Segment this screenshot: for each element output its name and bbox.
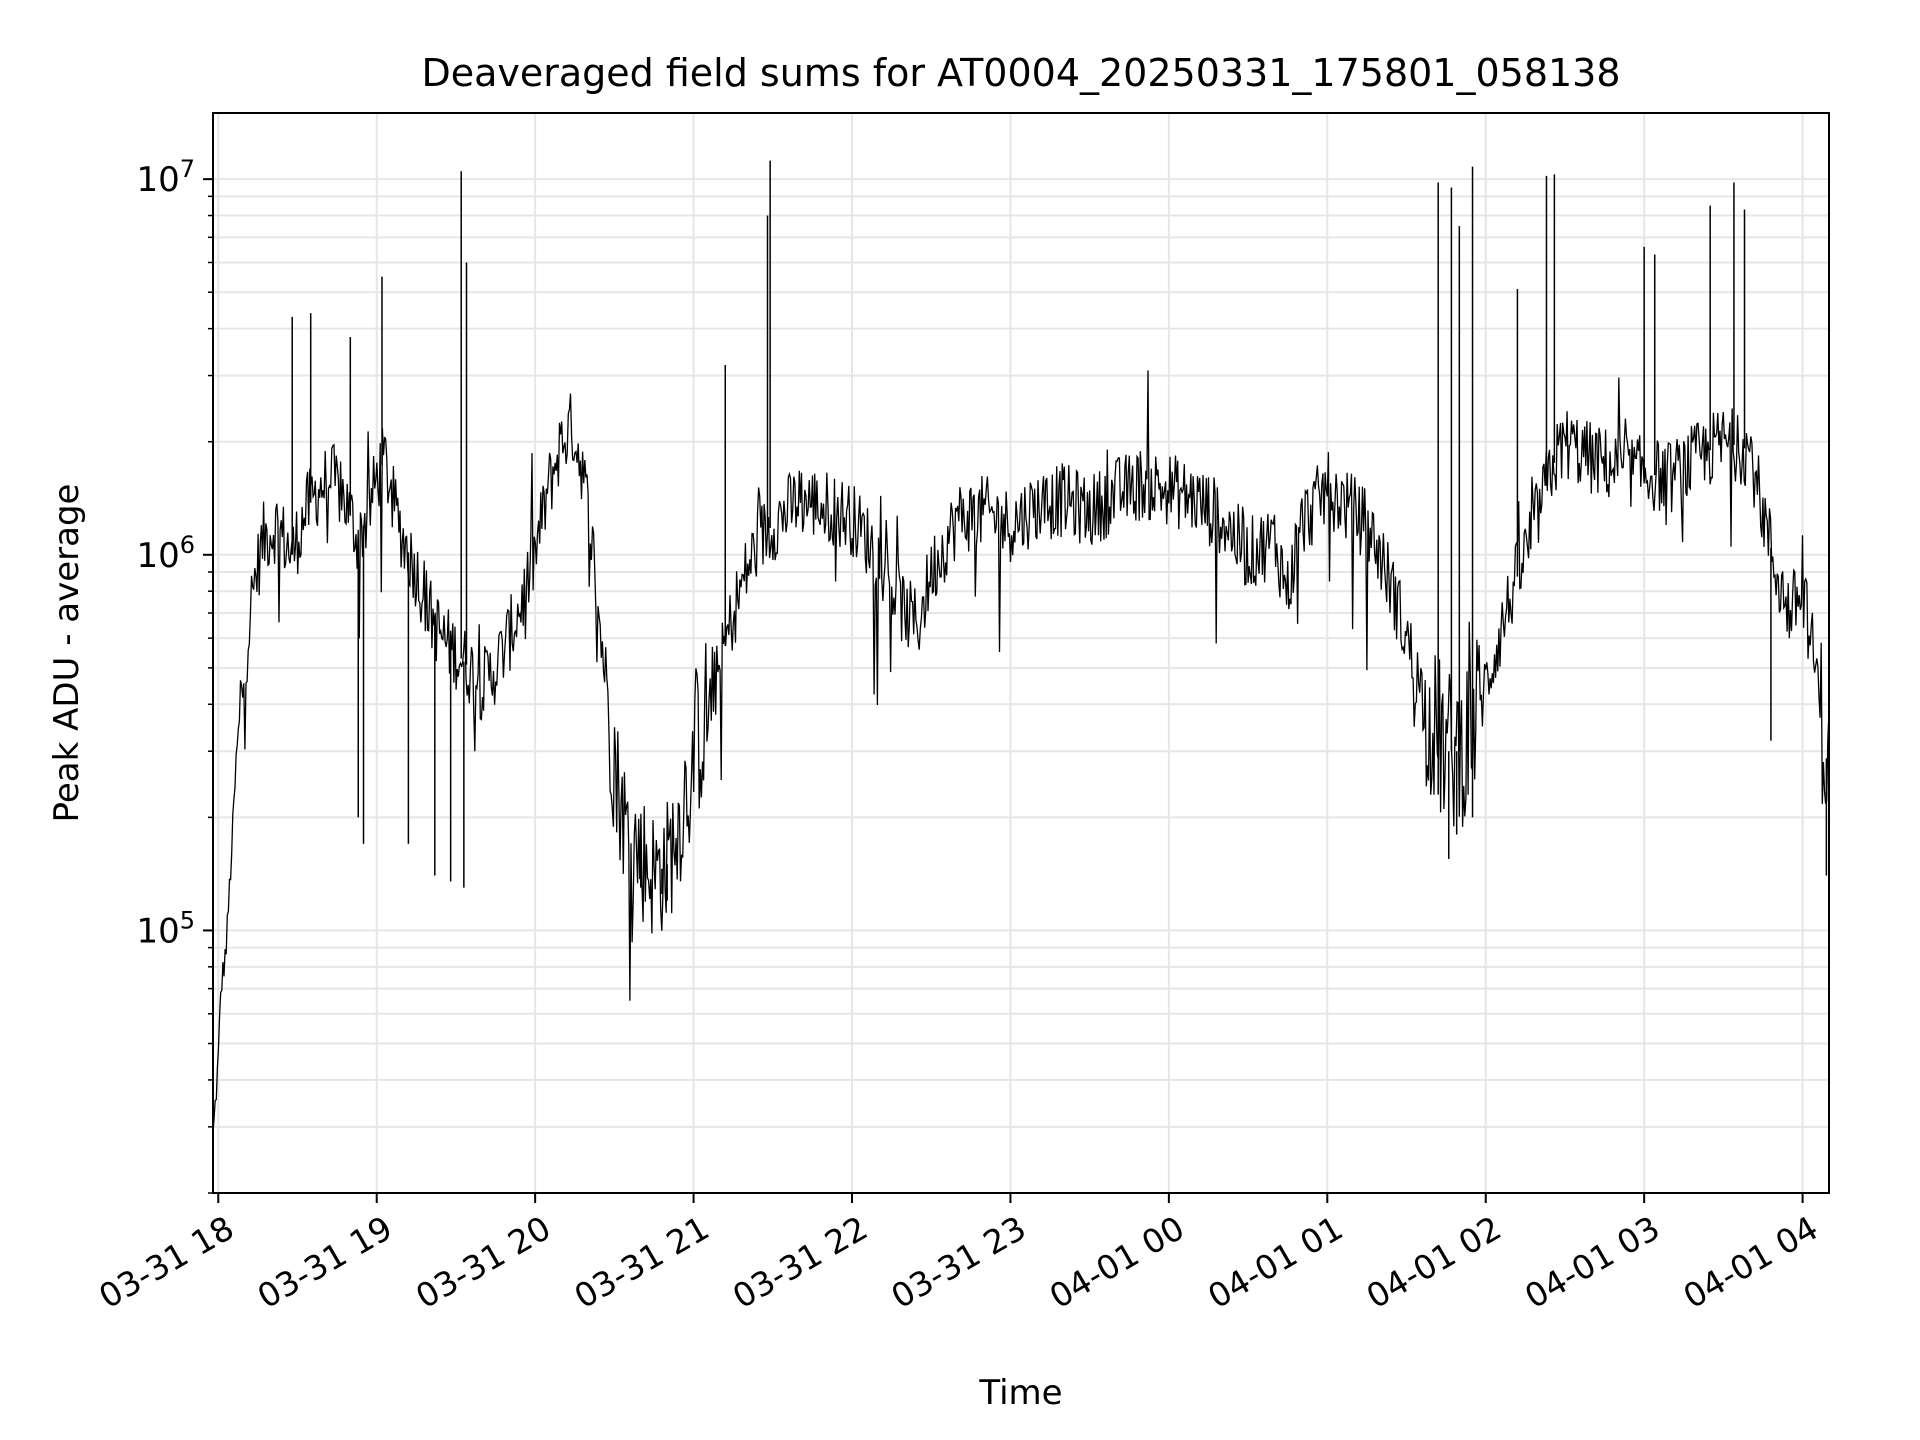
series-line	[212, 370, 1830, 1134]
y-tick-label: 105	[136, 906, 195, 951]
y-tick-label: 106	[136, 531, 195, 576]
grid	[213, 113, 1829, 1194]
plot-line-group	[212, 160, 1830, 1134]
y-tick-label: 107	[136, 155, 195, 200]
x-axis-label: Time	[978, 1373, 1062, 1413]
plot-frame	[212, 112, 1830, 1194]
chart-title: Deaveraged field sums for AT0004_2025033…	[421, 51, 1620, 95]
y-axis-label: Peak ADU - average	[47, 484, 87, 823]
